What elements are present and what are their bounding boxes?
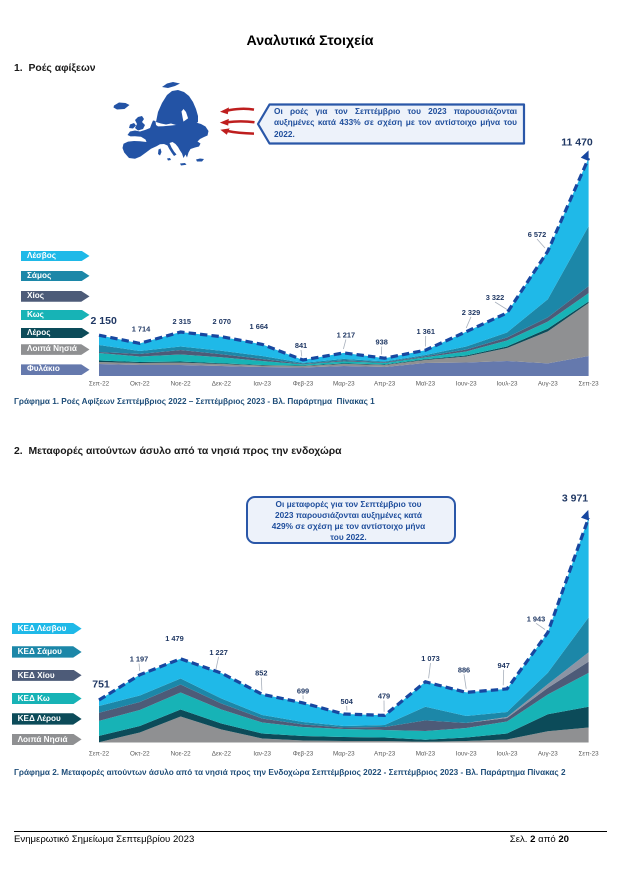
- svg-text:Απρ-23: Απρ-23: [374, 751, 396, 758]
- svg-text:Ιουλ-23: Ιουλ-23: [497, 381, 518, 388]
- svg-text:6 572: 6 572: [528, 230, 547, 239]
- svg-text:1 943: 1 943: [527, 614, 546, 623]
- svg-text:Μαρ-23: Μαρ-23: [333, 751, 355, 758]
- svg-text:947: 947: [498, 661, 510, 670]
- svg-text:Σεπ-22: Σεπ-22: [89, 751, 110, 758]
- svg-text:Σεπ-22: Σεπ-22: [89, 381, 110, 388]
- svg-text:Φεβ-23: Φεβ-23: [293, 381, 314, 388]
- svg-text:Φεβ-23: Φεβ-23: [293, 751, 314, 758]
- svg-text:2 315: 2 315: [172, 317, 191, 326]
- svg-text:Ιουν-23: Ιουν-23: [456, 751, 477, 758]
- svg-text:3 971: 3 971: [562, 492, 588, 504]
- svg-text:Νοε-22: Νοε-22: [171, 751, 191, 758]
- svg-text:1 073: 1 073: [421, 654, 440, 663]
- svg-text:Ιουν-23: Ιουν-23: [456, 381, 477, 388]
- svg-text:3 322: 3 322: [486, 293, 505, 302]
- svg-text:2 329: 2 329: [462, 308, 481, 317]
- svg-text:886: 886: [458, 665, 470, 674]
- svg-text:504: 504: [341, 697, 354, 706]
- svg-text:Μαϊ-23: Μαϊ-23: [416, 751, 436, 758]
- svg-text:Απρ-23: Απρ-23: [374, 381, 396, 388]
- svg-text:Δεκ-22: Δεκ-22: [212, 381, 232, 388]
- svg-text:1 217: 1 217: [337, 331, 356, 340]
- svg-text:Σεπ-23: Σεπ-23: [579, 751, 600, 758]
- svg-text:Οκτ-22: Οκτ-22: [130, 751, 150, 758]
- svg-text:699: 699: [297, 686, 309, 695]
- svg-text:Οκτ-22: Οκτ-22: [130, 381, 150, 388]
- svg-text:2 150: 2 150: [91, 315, 117, 327]
- svg-text:1 479: 1 479: [165, 634, 184, 643]
- svg-text:Ιουλ-23: Ιουλ-23: [497, 751, 518, 758]
- svg-text:938: 938: [376, 338, 388, 347]
- svg-text:Ιαν-23: Ιαν-23: [253, 751, 271, 758]
- svg-text:1 714: 1 714: [132, 325, 151, 334]
- svg-text:Αυγ-23: Αυγ-23: [538, 751, 558, 758]
- svg-text:Μαρ-23: Μαρ-23: [333, 381, 355, 388]
- svg-text:11 470: 11 470: [561, 137, 593, 149]
- svg-text:Δεκ-22: Δεκ-22: [212, 751, 232, 758]
- svg-text:751: 751: [92, 679, 110, 691]
- svg-text:1 227: 1 227: [209, 648, 228, 657]
- svg-text:2 070: 2 070: [213, 317, 232, 326]
- svg-text:Αυγ-23: Αυγ-23: [538, 381, 558, 388]
- svg-text:Σεπ-23: Σεπ-23: [579, 381, 600, 388]
- svg-text:852: 852: [255, 669, 267, 678]
- svg-text:479: 479: [378, 692, 390, 701]
- svg-text:1 664: 1 664: [250, 322, 269, 331]
- svg-text:Μαϊ-23: Μαϊ-23: [416, 381, 436, 388]
- svg-text:Ιαν-23: Ιαν-23: [253, 381, 271, 388]
- svg-text:841: 841: [295, 341, 307, 350]
- svg-text:1 361: 1 361: [416, 327, 435, 336]
- svg-text:1 197: 1 197: [130, 655, 149, 664]
- svg-text:Νοε-22: Νοε-22: [171, 381, 191, 388]
